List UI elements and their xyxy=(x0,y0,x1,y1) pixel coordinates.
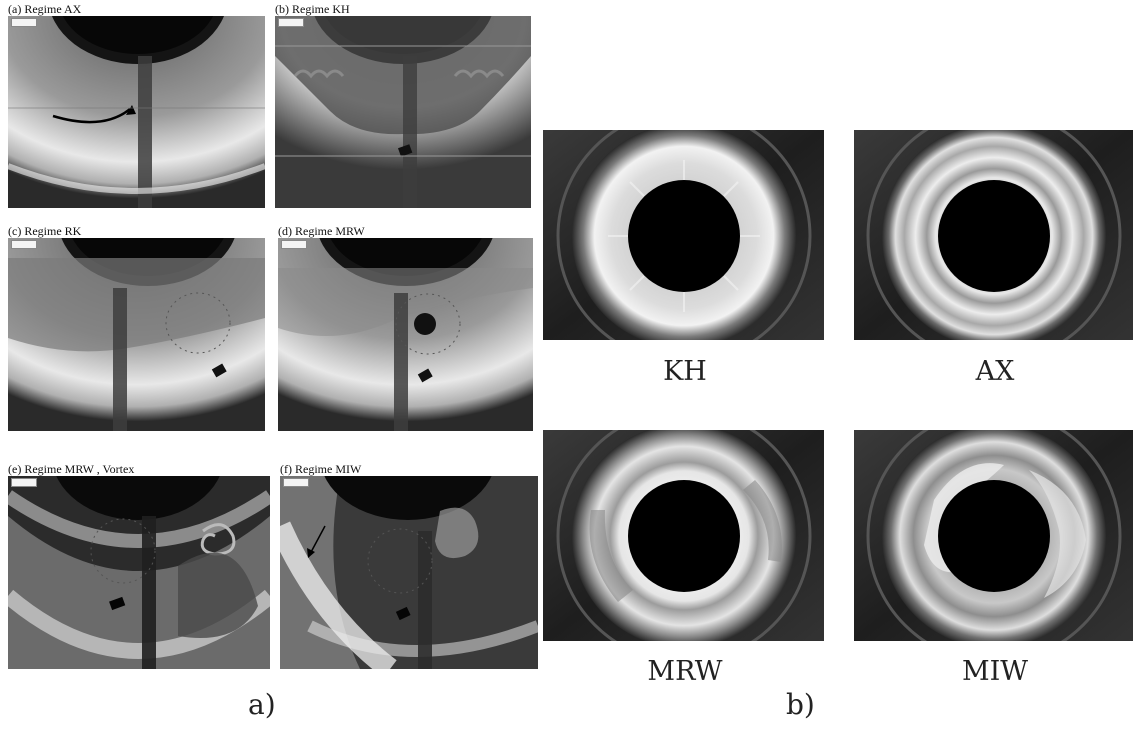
photo-regime-rk xyxy=(8,238,265,431)
photo-regime-kh xyxy=(275,16,531,208)
panel-title-f: (f) Regime MIW xyxy=(280,462,362,476)
caption-ax: AX xyxy=(975,356,1015,387)
part-label-b: b) xyxy=(786,688,815,721)
photo-top-kh xyxy=(543,130,824,340)
caption-miw: MIW xyxy=(961,656,1029,687)
photo-top-ax xyxy=(854,130,1133,340)
caption-mrw: MRW xyxy=(647,656,723,687)
caption-kh: KH xyxy=(663,356,707,387)
panel-title-e: (e) Regime MRW , Vortex xyxy=(8,462,135,476)
photo-regime-mrw-vortex xyxy=(8,476,270,669)
panel-title-a: (a) Regime AX xyxy=(8,2,82,16)
photo-top-miw xyxy=(854,430,1133,641)
panel-title-d: (d) Regime MRW xyxy=(278,224,365,238)
photo-regime-ax xyxy=(8,16,265,208)
photo-top-mrw xyxy=(543,430,824,641)
panel-title-c: (c) Regime RK xyxy=(8,224,82,238)
photo-regime-miw xyxy=(280,476,538,669)
panel-title-b: (b) Regime KH xyxy=(275,2,350,16)
part-label-a: a) xyxy=(248,688,276,721)
photo-regime-mrw xyxy=(278,238,533,431)
